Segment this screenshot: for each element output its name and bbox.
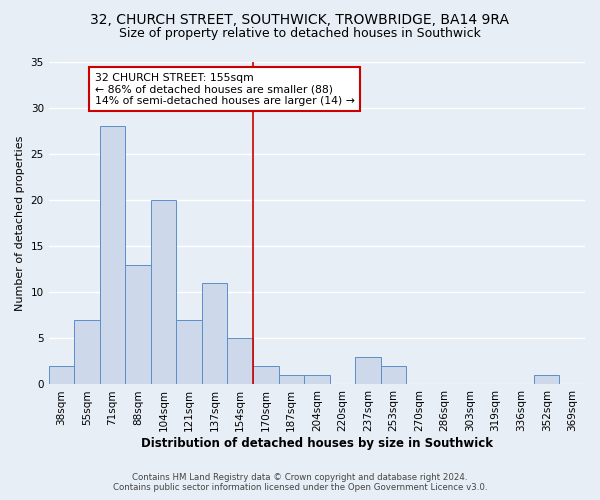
Bar xyxy=(278,375,304,384)
Bar xyxy=(74,320,100,384)
Bar xyxy=(534,375,559,384)
Bar xyxy=(227,338,253,384)
Y-axis label: Number of detached properties: Number of detached properties xyxy=(15,136,25,310)
Bar xyxy=(125,264,151,384)
Bar xyxy=(151,200,176,384)
X-axis label: Distribution of detached houses by size in Southwick: Distribution of detached houses by size … xyxy=(141,437,493,450)
Bar xyxy=(202,283,227,384)
Text: 32, CHURCH STREET, SOUTHWICK, TROWBRIDGE, BA14 9RA: 32, CHURCH STREET, SOUTHWICK, TROWBRIDGE… xyxy=(91,12,509,26)
Text: 32 CHURCH STREET: 155sqm
← 86% of detached houses are smaller (88)
14% of semi-d: 32 CHURCH STREET: 155sqm ← 86% of detach… xyxy=(95,72,355,106)
Bar xyxy=(355,357,380,384)
Bar xyxy=(176,320,202,384)
Bar xyxy=(380,366,406,384)
Bar xyxy=(304,375,329,384)
Text: Contains HM Land Registry data © Crown copyright and database right 2024.
Contai: Contains HM Land Registry data © Crown c… xyxy=(113,473,487,492)
Bar xyxy=(253,366,278,384)
Bar xyxy=(100,126,125,384)
Text: Size of property relative to detached houses in Southwick: Size of property relative to detached ho… xyxy=(119,28,481,40)
Bar xyxy=(49,366,74,384)
